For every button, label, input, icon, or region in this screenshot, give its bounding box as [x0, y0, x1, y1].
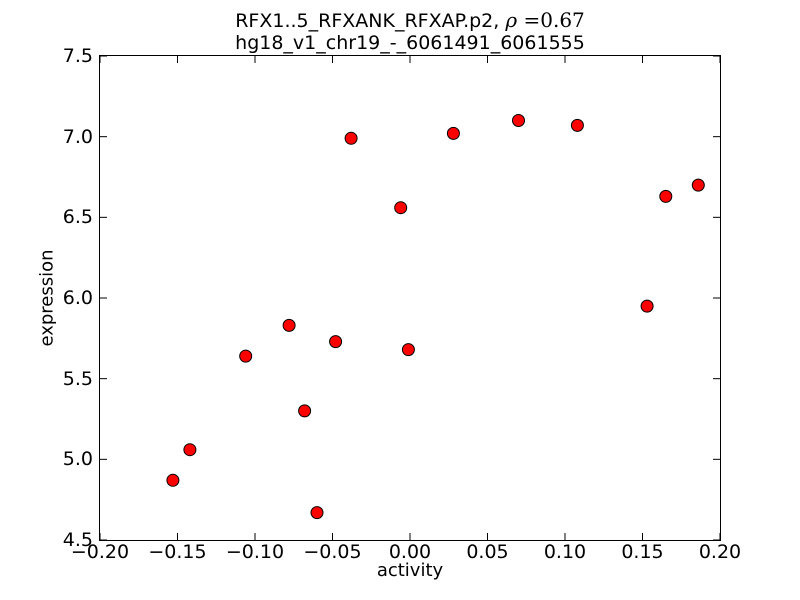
- y-tick-label: 6.0: [62, 287, 93, 309]
- data-point: [183, 443, 197, 457]
- chart-title-text: RFX1..5_RFXANK_RFXAP.p2,: [235, 10, 506, 32]
- y-axis-label: expression: [36, 249, 58, 347]
- x-tick-label: 0.10: [543, 541, 587, 563]
- data-point: [394, 201, 408, 215]
- data-point: [298, 404, 312, 418]
- x-tick-label: −0.15: [148, 541, 207, 563]
- chart-title: RFX1..5_RFXANK_RFXAP.p2, ρ =0.67 hg18_v1…: [99, 9, 721, 54]
- scatter-plot-canvas: [100, 56, 720, 540]
- chart-title-line-1: RFX1..5_RFXANK_RFXAP.p2, ρ =0.67: [99, 9, 721, 32]
- rho-value: =0.67: [517, 8, 585, 32]
- data-point: [640, 299, 654, 313]
- x-tick-label: 0.15: [621, 541, 664, 563]
- y-tick-label: 5.0: [62, 448, 93, 471]
- chart-title-line-2: hg18_v1_chr19_-_6061491_6061555: [235, 32, 585, 54]
- x-tick-label: −0.10: [225, 541, 285, 563]
- x-axis-label: activity: [376, 560, 444, 581]
- data-point: [446, 126, 460, 140]
- data-point: [691, 178, 705, 192]
- data-point: [329, 335, 343, 349]
- y-tick-label: 7.5: [62, 45, 93, 67]
- x-tick-label: 0.00: [388, 541, 432, 563]
- data-point: [282, 318, 296, 332]
- x-tick-label: −0.05: [303, 541, 362, 563]
- rho-symbol: ρ: [505, 8, 518, 32]
- y-tick-label: 7.0: [62, 125, 93, 148]
- data-point: [512, 114, 525, 127]
- y-tick-label: 5.5: [62, 367, 93, 390]
- data-point: [239, 349, 253, 363]
- x-tick-label: −0.20: [70, 541, 130, 563]
- data-point: [310, 506, 324, 520]
- x-tick-label: 0.20: [698, 541, 742, 563]
- data-point: [344, 131, 358, 145]
- plot-area: [99, 55, 721, 541]
- y-tick-label: 6.5: [62, 206, 93, 229]
- data-point: [401, 343, 415, 357]
- data-point: [659, 189, 673, 203]
- data-point: [570, 118, 584, 132]
- data-point: [166, 473, 180, 487]
- y-tick-label: 4.5: [62, 529, 93, 551]
- x-tick-label: 0.05: [466, 541, 509, 563]
